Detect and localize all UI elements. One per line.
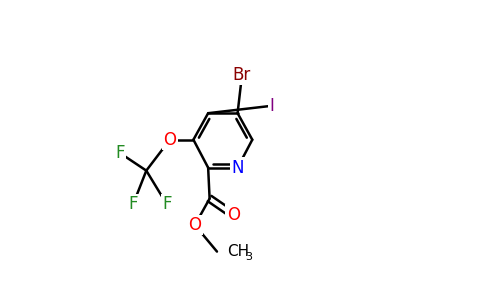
Text: Br: Br [233, 66, 251, 84]
Text: I: I [269, 97, 274, 115]
Text: O: O [188, 216, 201, 234]
Text: F: F [162, 196, 172, 214]
Text: F: F [115, 144, 124, 162]
Text: CH: CH [227, 244, 249, 259]
Text: F: F [128, 196, 138, 214]
Text: N: N [231, 159, 244, 177]
Text: O: O [227, 206, 240, 224]
Text: 3: 3 [245, 252, 253, 262]
Text: O: O [164, 131, 176, 149]
